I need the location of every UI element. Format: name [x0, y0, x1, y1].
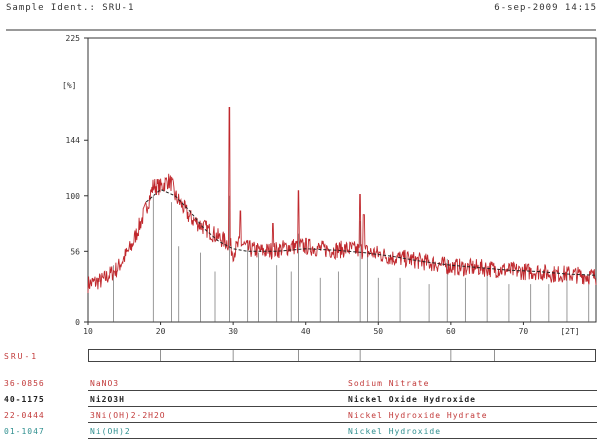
card-number: 22-0444: [4, 411, 45, 420]
y-tick-label-4: 225: [66, 34, 81, 43]
row-divider: [88, 438, 597, 439]
chemical-formula: 3Ni(OH)2·2H2O: [90, 411, 166, 420]
reference-pattern-row: 36-0856 NaNO3 Sodium Nitrate: [0, 378, 601, 391]
y-axis-label: [%]: [62, 81, 76, 90]
reference-pattern-row: 22-0444 3Ni(OH)2·2H2O Nickel Hydroxide Hyd…: [0, 410, 601, 423]
x-axis-label: [2T]: [560, 327, 579, 336]
row-divider: [88, 406, 597, 407]
compound-name: Nickel Hydroxide: [348, 427, 442, 436]
y-tick-label-1: 56: [70, 247, 80, 256]
sample-strip-label: SRU-1: [4, 352, 39, 361]
card-number: 01-1047: [4, 427, 45, 436]
card-number: 40-1175: [4, 395, 45, 404]
x-tick-label-5: 60: [446, 327, 456, 336]
reference-pattern-row: 01-1047 Ni(OH)2 Nickel Hydroxide: [0, 426, 601, 439]
background-fit-line: [145, 188, 597, 276]
chemical-formula: Ni2O3H: [90, 395, 125, 404]
chemical-formula: Ni(OH)2: [90, 427, 131, 436]
row-divider: [88, 422, 597, 423]
compound-name: Nickel Hydroxide Hydrate: [348, 411, 488, 420]
compound-name: Nickel Oxide Hydroxide: [348, 395, 476, 404]
row-divider: [88, 390, 597, 391]
sample-ident: Sample Ident.: SRU-1: [6, 3, 135, 13]
chemical-formula: NaNO3: [90, 379, 120, 388]
sample-strip: [88, 349, 596, 362]
measured-pattern-line: [87, 106, 597, 294]
date-time: 6-sep-2009 14:15: [494, 3, 597, 13]
x-tick-label-2: 30: [228, 327, 238, 336]
x-tick-label-3: 40: [301, 327, 311, 336]
compound-name: Sodium Nitrate: [348, 379, 430, 388]
x-tick-label-1: 20: [156, 327, 166, 336]
y-tick-label-0: 0: [75, 318, 80, 327]
reference-pattern-row: 40-1175 Ni2O3H Nickel Oxide Hydroxide: [0, 394, 601, 407]
plot-frame: [87, 37, 597, 323]
x-tick-label-0: 10: [83, 327, 93, 336]
y-tick-label-3: 144: [66, 136, 81, 145]
card-number: 36-0856: [4, 379, 45, 388]
y-tick-label-2: 100: [66, 192, 81, 201]
x-tick-label-6: 70: [519, 327, 529, 336]
x-tick-label-4: 50: [373, 327, 383, 336]
